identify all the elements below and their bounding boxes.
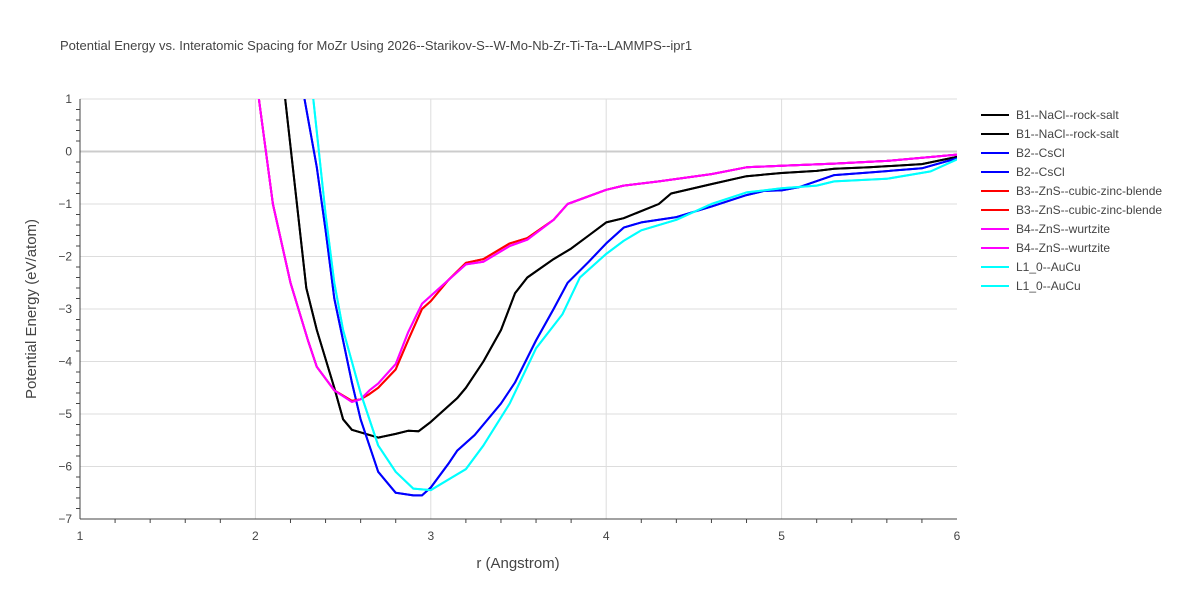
- legend-label: B1--NaCl--rock-salt: [1016, 108, 1119, 122]
- series-line-7: [257, 99, 957, 403]
- legend-label: B4--ZnS--wurtzite: [1016, 222, 1110, 236]
- y-axis-label: Potential Energy (eV/atom): [23, 219, 40, 399]
- series-line-1: [284, 99, 957, 439]
- x-tick-label: 6: [954, 529, 961, 543]
- legend-label: B3--ZnS--cubic-zinc-blende: [1016, 203, 1162, 217]
- series-lines: [257, 99, 957, 497]
- legend-label: B2--CsCl: [1016, 146, 1065, 160]
- x-tick-label: 5: [778, 529, 785, 543]
- series-line-2: [303, 99, 957, 497]
- legend-label: L1_0--AuCu: [1016, 279, 1081, 293]
- series-line-5: [257, 99, 957, 402]
- y-tick-label: −5: [58, 407, 72, 421]
- y-tick-label: 0: [65, 145, 72, 159]
- x-axis-label: r (Angstrom): [476, 555, 559, 572]
- series-line-4: [257, 99, 957, 402]
- legend-label: B2--CsCl: [1016, 165, 1065, 179]
- x-tick-label: 4: [603, 529, 610, 543]
- axis-ticks: 1 2 3 4 5 6 1 0 −1 −2 −3 −4 −5 −6 −7: [58, 92, 960, 543]
- y-tick-label: −4: [58, 355, 72, 369]
- series-line-0: [284, 99, 957, 439]
- series-line-6: [257, 99, 957, 403]
- x-tick-label: 1: [77, 529, 84, 543]
- legend-label: B4--ZnS--wurtzite: [1016, 241, 1110, 255]
- y-tick-label: −3: [58, 302, 72, 316]
- legend-label: L1_0--AuCu: [1016, 260, 1081, 274]
- x-tick-label: 3: [427, 529, 434, 543]
- legend: B1--NaCl--rock-salt B1--NaCl--rock-salt B2…: [981, 108, 1162, 293]
- chart-title: Potential Energy vs. Interatomic Spacing…: [60, 38, 692, 53]
- series-line-9: [312, 99, 957, 492]
- y-tick-label: −6: [58, 460, 72, 474]
- y-tick-label: −7: [58, 512, 72, 526]
- y-tick-label: −1: [58, 197, 72, 211]
- legend-label: B3--ZnS--cubic-zinc-blende: [1016, 184, 1162, 198]
- y-tick-label: 1: [65, 92, 72, 106]
- y-tick-label: −2: [58, 250, 72, 264]
- series-line-3: [303, 99, 957, 497]
- legend-label: B1--NaCl--rock-salt: [1016, 127, 1119, 141]
- grid: [80, 98, 957, 520]
- x-tick-label: 2: [252, 529, 259, 543]
